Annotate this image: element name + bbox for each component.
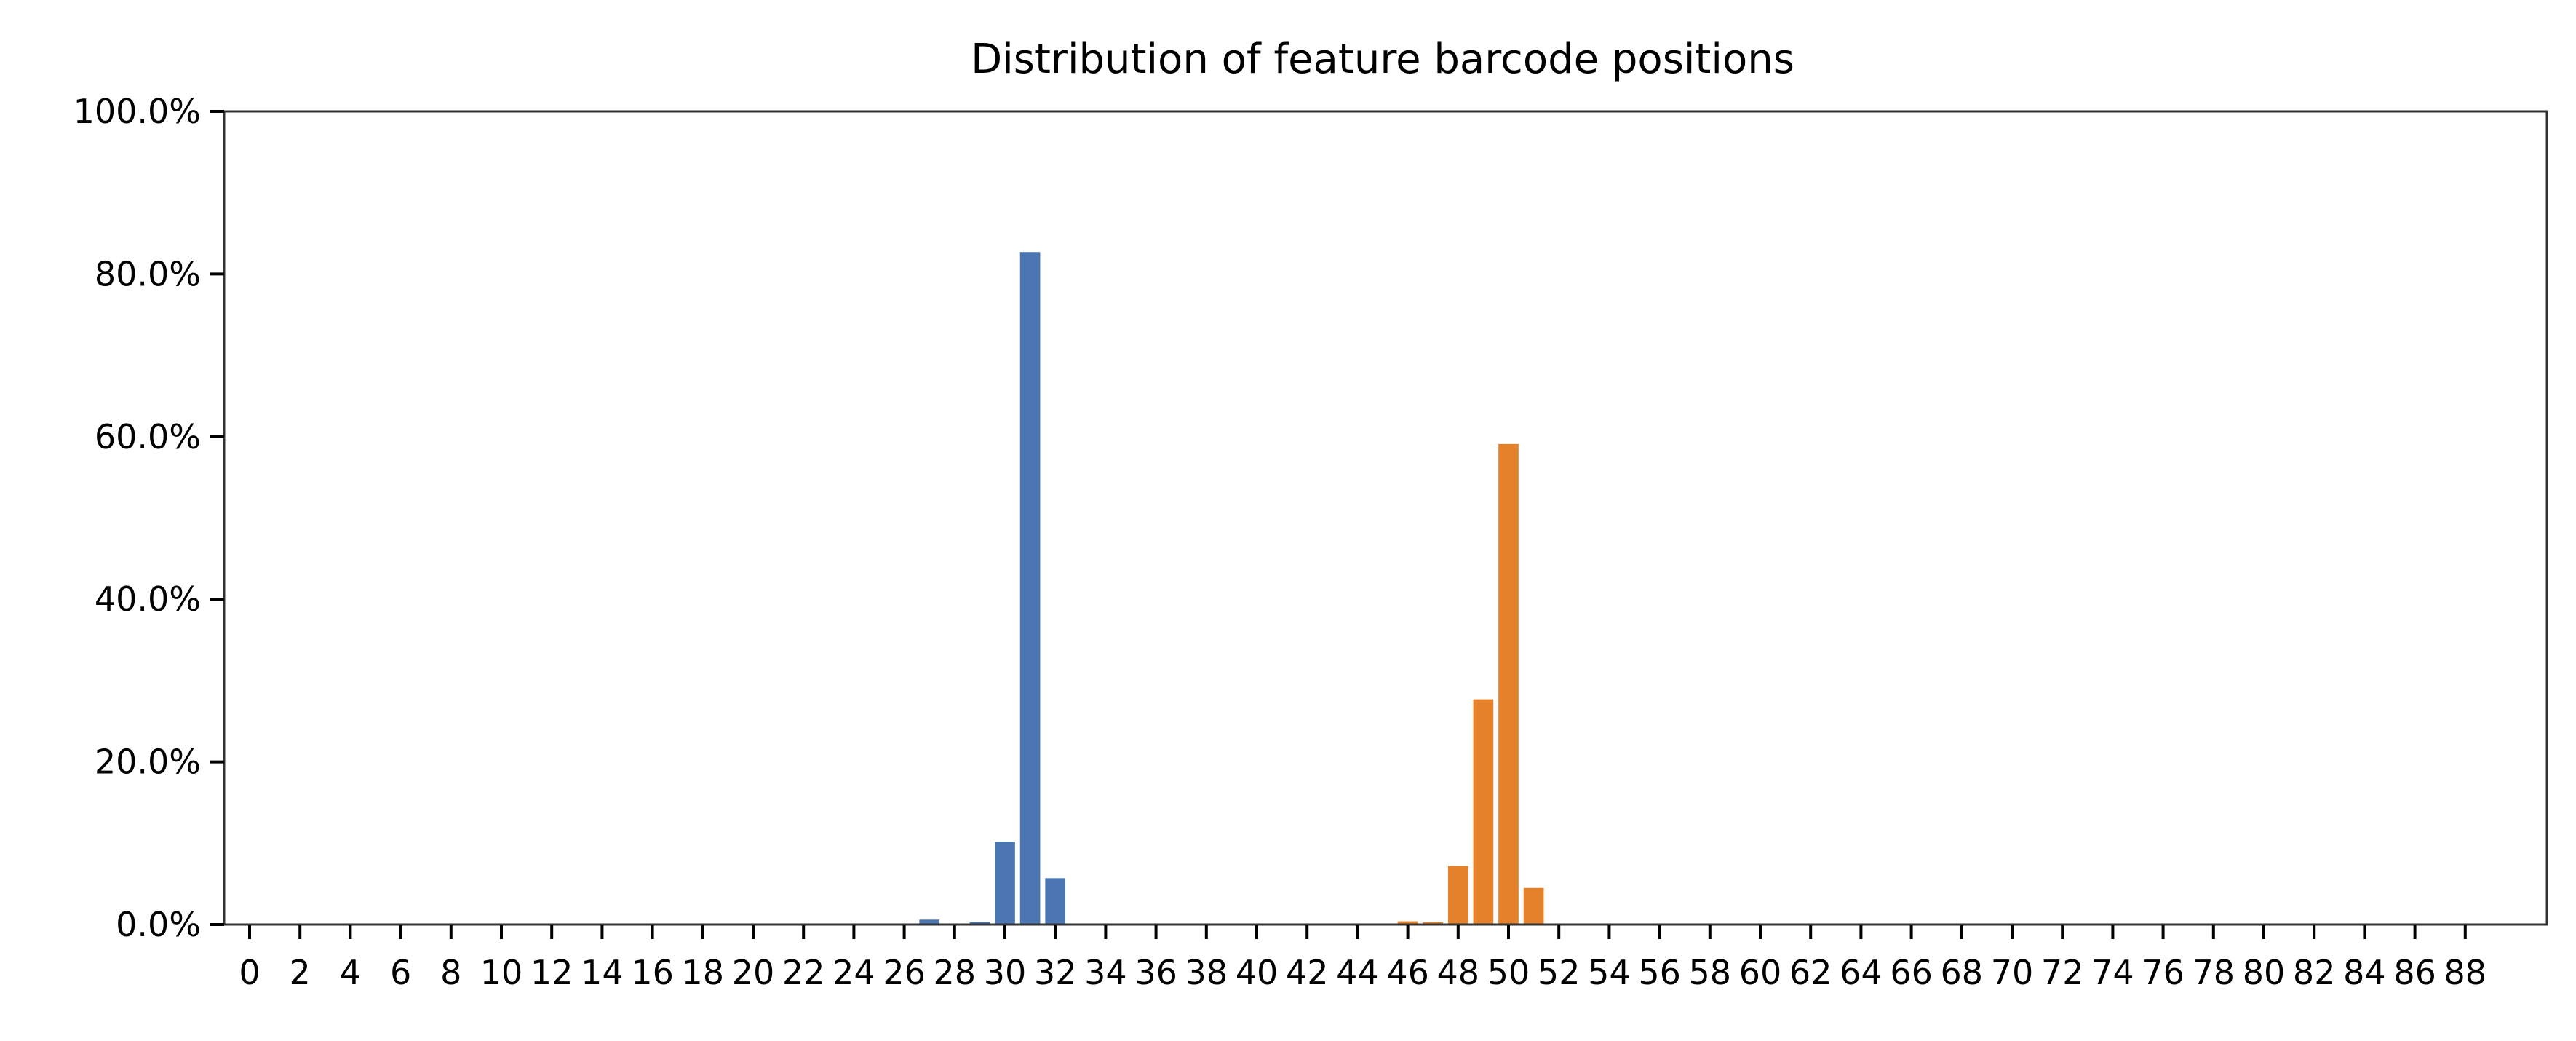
x-axis: 0 2 4 6 8 10 12 14 16 18 20 22 24 26 28 30 32 34 36 38 40 42 4… — [239, 925, 2486, 992]
y-tick-label: 100.0% — [73, 92, 201, 131]
x-tick-label: 58 — [1689, 953, 1732, 992]
y-tick-label: 60.0% — [95, 417, 201, 456]
x-tick-label: 78 — [2193, 953, 2235, 992]
x-tick-label: 54 — [1588, 953, 1631, 992]
x-tick-label: 32 — [1034, 953, 1077, 992]
x-tick-label: 84 — [2343, 953, 2386, 992]
x-tick-label: 52 — [1538, 953, 1581, 992]
bar-series-2-x-51 — [1523, 887, 1544, 925]
x-tick-label: 4 — [340, 953, 361, 992]
x-tick-label: 40 — [1236, 953, 1279, 992]
x-tick-label: 34 — [1084, 953, 1127, 992]
x-tick-label: 38 — [1185, 953, 1228, 992]
plot-frame — [223, 110, 2548, 926]
x-tick-label: 62 — [1789, 953, 1832, 992]
y-tick-label: 40.0% — [95, 579, 201, 619]
x-tick-label: 72 — [2041, 953, 2084, 992]
x-tick-label: 26 — [883, 953, 926, 992]
bar-series-2-x-48 — [1447, 866, 1468, 925]
bar-series-2-x-46 — [1397, 921, 1418, 925]
bar-series-1-x-29 — [969, 922, 990, 925]
bar-series-1-x-32 — [1045, 878, 1066, 925]
y-tick-label: 80.0% — [95, 254, 201, 293]
x-tick-label: 88 — [2444, 953, 2487, 992]
x-tick-label: 36 — [1134, 953, 1177, 992]
x-tick-label: 44 — [1336, 953, 1379, 992]
x-tick-label: 46 — [1386, 953, 1429, 992]
x-tick-label: 14 — [581, 953, 624, 992]
x-tick-label: 56 — [1638, 953, 1681, 992]
x-tick-label: 42 — [1286, 953, 1329, 992]
bar-series-1-x-27 — [919, 919, 940, 925]
y-tick-label: 0.0% — [116, 905, 201, 944]
bars-group — [919, 252, 1544, 925]
x-tick-label: 50 — [1487, 953, 1530, 992]
x-tick-label: 2 — [290, 953, 311, 992]
x-tick-label: 80 — [2243, 953, 2286, 992]
x-tick-label: 22 — [782, 953, 825, 992]
x-tick-label: 10 — [480, 953, 523, 992]
x-tick-label: 74 — [2091, 953, 2134, 992]
bar-series-1-x-30 — [995, 842, 1015, 925]
x-tick-label: 24 — [832, 953, 875, 992]
x-tick-label: 86 — [2393, 953, 2436, 992]
x-tick-label: 6 — [390, 953, 411, 992]
x-tick-label: 82 — [2293, 953, 2336, 992]
bar-series-2-x-47 — [1423, 922, 1444, 925]
bar-series-2-x-50 — [1498, 443, 1519, 925]
bar-series-1-x-31 — [1019, 252, 1041, 925]
x-tick-label: 16 — [631, 953, 674, 992]
x-tick-label: 64 — [1840, 953, 1883, 992]
x-tick-label: 8 — [440, 953, 461, 992]
y-tick-label: 20.0% — [95, 743, 201, 782]
x-tick-label: 28 — [934, 953, 977, 992]
y-axis: 0.0% 20.0% 40.0% 60.0% 80.0% 100.0% — [73, 92, 224, 944]
x-tick-label: 30 — [984, 953, 1027, 992]
x-tick-label: 12 — [530, 953, 573, 992]
x-tick-label: 76 — [2142, 953, 2185, 992]
chart-title: Distribution of feature barcode position… — [971, 36, 1794, 83]
x-tick-label: 20 — [732, 953, 775, 992]
x-tick-label: 68 — [1941, 953, 1984, 992]
x-tick-label: 66 — [1890, 953, 1933, 992]
x-tick-label: 60 — [1739, 953, 1782, 992]
x-tick-label: 48 — [1437, 953, 1480, 992]
x-tick-label: 0 — [239, 953, 260, 992]
bar-series-2-x-49 — [1473, 699, 1494, 925]
x-tick-label: 70 — [1991, 953, 2034, 992]
x-tick-label: 18 — [682, 953, 725, 992]
